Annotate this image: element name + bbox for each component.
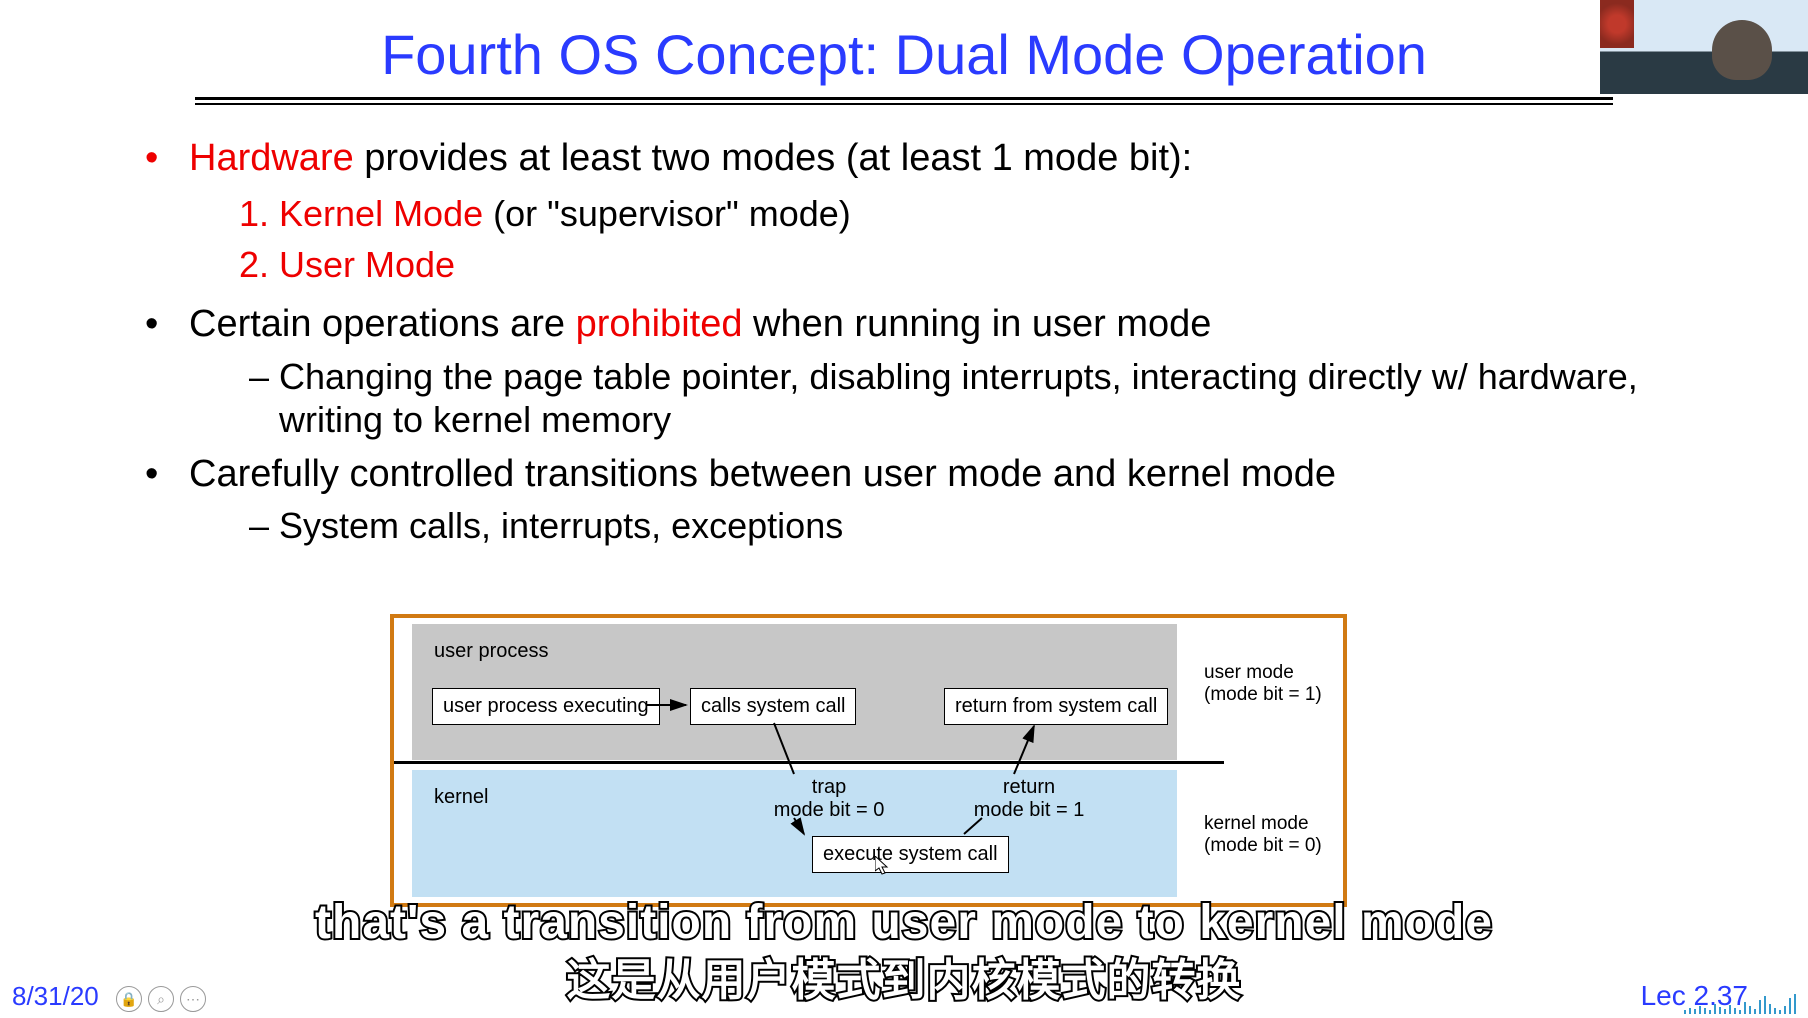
slide-title: Fourth OS Concept: Dual Mode Operation <box>0 0 1808 87</box>
bullet-2-post: when running in user mode <box>742 303 1211 345</box>
bullet-1-text: provides at least two modes (at least 1 … <box>354 137 1193 179</box>
trap-label-b: mode bit = 0 <box>774 799 885 821</box>
lock-icon: 🔒 <box>116 986 142 1012</box>
mode-1-red: Kernel Mode <box>279 193 483 234</box>
box-user-exec: user process executing <box>432 688 660 725</box>
side-user-a: user mode <box>1204 662 1294 683</box>
webcam-inset <box>1600 0 1808 94</box>
side-kernel-b: (mode bit = 0) <box>1204 835 1322 856</box>
side-user-b: (mode bit = 1) <box>1204 684 1322 705</box>
return-label-b: mode bit = 1 <box>974 799 1085 821</box>
mode-list: Kernel Mode (or "supervisor" mode) User … <box>279 190 1688 289</box>
mode-2-text: User Mode <box>279 244 455 285</box>
box-return-syscall: return from system call <box>944 688 1168 725</box>
mode-1: Kernel Mode (or "supervisor" mode) <box>279 190 1688 239</box>
bullet-list: Hardware provides at least two modes (at… <box>165 133 1688 548</box>
mode-1-black: (or "supervisor" mode) <box>483 193 851 234</box>
bullet-1-keyword: Hardware <box>189 137 354 179</box>
box-execute-syscall: execute system call <box>812 836 1009 873</box>
mode-divider <box>394 761 1224 764</box>
bullet-2-sub: Changing the page table pointer, disabli… <box>249 355 1688 441</box>
mode-diagram: user process kernel user process executi… <box>390 614 1347 907</box>
side-kernel-a: kernel mode <box>1204 813 1309 834</box>
subtitle-cjk: 这是从用户模式到内核模式的转换 <box>0 944 1808 1008</box>
bullet-2-keyword: prohibited <box>576 303 743 345</box>
bullet-2-sublist: Changing the page table pointer, disabli… <box>249 355 1688 441</box>
bullet-3-text: Carefully controlled transitions between… <box>189 453 1336 495</box>
return-label: return mode bit = 1 <box>964 776 1094 822</box>
bullet-3-sublist: System calls, interrupts, exceptions <box>249 504 1688 547</box>
footer-date: 8/31/20 <box>12 981 99 1012</box>
box-calls-syscall: calls system call <box>690 688 856 725</box>
bullet-2: Certain operations are prohibited when r… <box>165 299 1688 441</box>
subtitle-overlay: that's a transition from user mode to ke… <box>0 895 1808 1008</box>
more-icon: ⋯ <box>180 986 206 1012</box>
kernel-label: kernel <box>434 786 488 809</box>
side-user-mode: user mode (mode bit = 1) <box>1204 662 1336 706</box>
slide: Fourth OS Concept: Dual Mode Operation H… <box>0 0 1808 1018</box>
bullet-1: Hardware provides at least two modes (at… <box>165 133 1688 289</box>
footer-icons: 🔒 ⌕ ⋯ <box>116 986 206 1012</box>
user-process-label: user process <box>434 640 549 663</box>
bullet-2-pre: Certain operations are <box>189 303 576 345</box>
search-icon: ⌕ <box>148 986 174 1012</box>
trap-label: trap mode bit = 0 <box>769 776 889 822</box>
bullet-3-sub: System calls, interrupts, exceptions <box>249 504 1688 547</box>
mode-2: User Mode <box>279 241 1688 290</box>
cursor-icon <box>875 856 891 876</box>
title-rule <box>195 97 1613 105</box>
bullet-3: Carefully controlled transitions between… <box>165 449 1688 547</box>
audio-meter <box>1684 994 1804 1014</box>
side-kernel-mode: kernel mode (mode bit = 0) <box>1204 813 1336 857</box>
return-label-a: return <box>1003 776 1055 798</box>
trap-label-a: trap <box>812 776 846 798</box>
